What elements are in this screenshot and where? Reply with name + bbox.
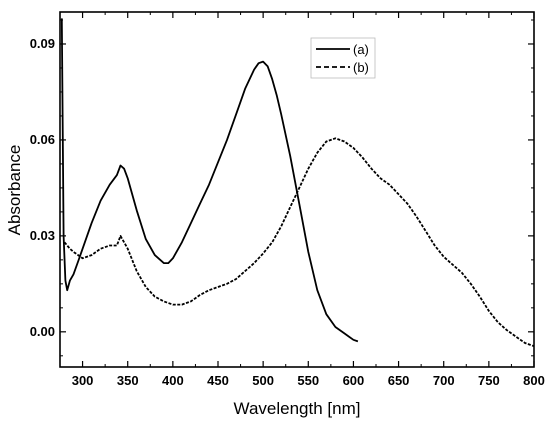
y-tick-label: 0.03 [30,228,55,243]
x-tick-label: 700 [433,373,455,388]
x-tick-label: 550 [297,373,319,388]
x-tick-label: 400 [162,373,184,388]
series-layer [60,18,535,348]
x-tick-label: 450 [207,373,229,388]
legend-label-a: (a) [353,42,369,57]
x-tick-label: 600 [343,373,365,388]
x-axis-title: Wavelength [nm] [234,399,361,418]
x-tick-label: 350 [117,373,139,388]
y-tick-label: 0.06 [30,132,55,147]
x-tick-label: 300 [72,373,94,388]
x-tick-label: 650 [388,373,410,388]
x-tick-label: 500 [252,373,274,388]
x-tick-label: 800 [523,373,545,388]
y-axis-title: Absorbance [5,145,24,236]
series-line-b [63,137,535,348]
legend: (a) (b) [310,37,376,79]
y-axis-ticks: 0.00 0.03 0.06 0.09 [30,19,534,357]
series-line-a [60,18,359,343]
x-axis-ticks: 300 350 400 450 500 550 600 650 700 750 800 [59,12,545,388]
legend-label-b: (b) [353,60,369,75]
legend-box [310,37,376,79]
x-tick-label: 750 [478,373,500,388]
plot-frame [59,11,535,368]
y-tick-label: 0.00 [30,324,55,339]
y-tick-label: 0.09 [30,36,55,51]
